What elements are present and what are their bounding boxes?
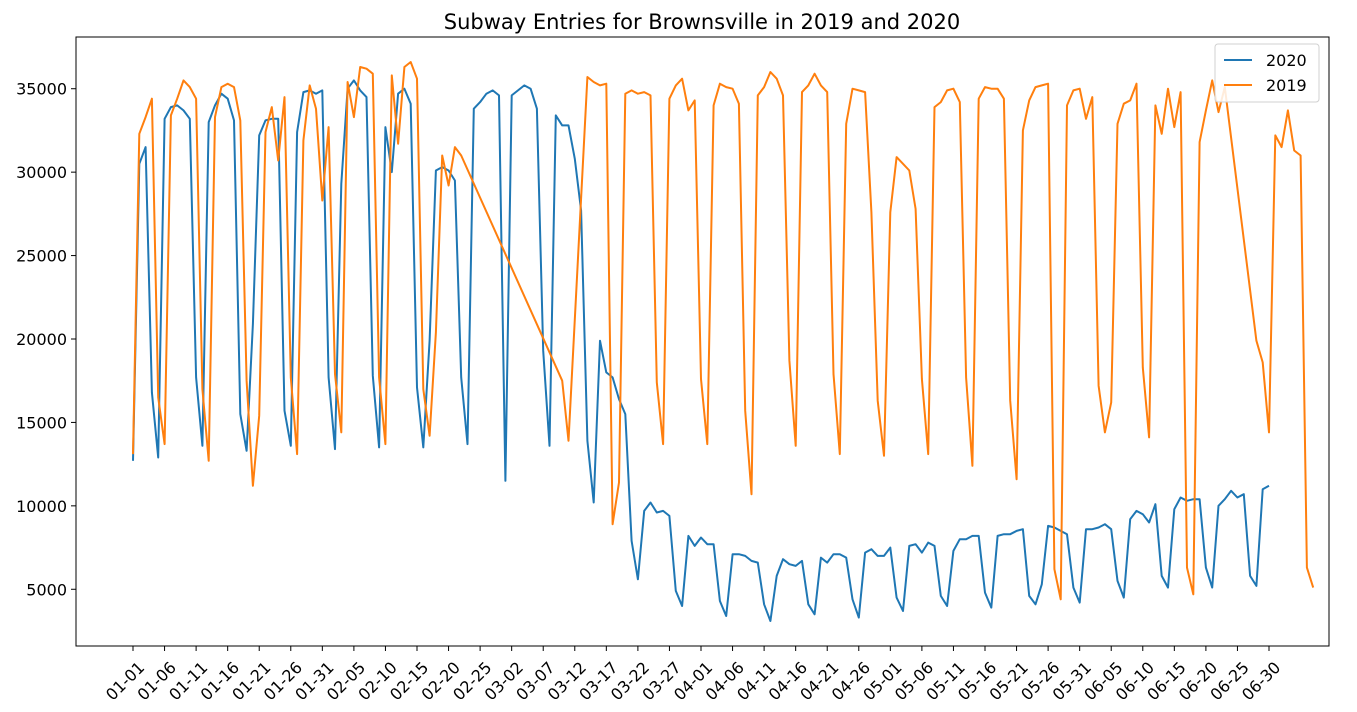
legend: 2020 2019	[1214, 43, 1320, 103]
series-line-2019	[132, 61, 1315, 601]
plot-frame	[75, 36, 1330, 647]
legend-box	[1214, 43, 1320, 103]
y-tick-label: 15000	[16, 413, 67, 432]
y-tick-label: 30000	[16, 163, 67, 182]
y-tick-label: 5000	[26, 580, 67, 599]
plot-lines	[132, 61, 1315, 622]
y-tick-label: 20000	[16, 330, 67, 349]
x-axis: 01-0101-0601-1101-1601-2101-2601-3102-05…	[102, 646, 1284, 704]
y-tick-label: 25000	[16, 247, 67, 266]
legend-label-2019: 2019	[1266, 76, 1307, 95]
legend-label-2020: 2020	[1266, 51, 1307, 70]
y-tick-label: 10000	[16, 497, 67, 516]
y-axis: 5000 10000 15000 20000 25000 30000 35000	[16, 80, 76, 599]
y-tick-label: 35000	[16, 80, 67, 99]
series-line-2020	[132, 79, 1270, 622]
chart-title: Subway Entries for Brownsville in 2019 a…	[444, 10, 960, 34]
